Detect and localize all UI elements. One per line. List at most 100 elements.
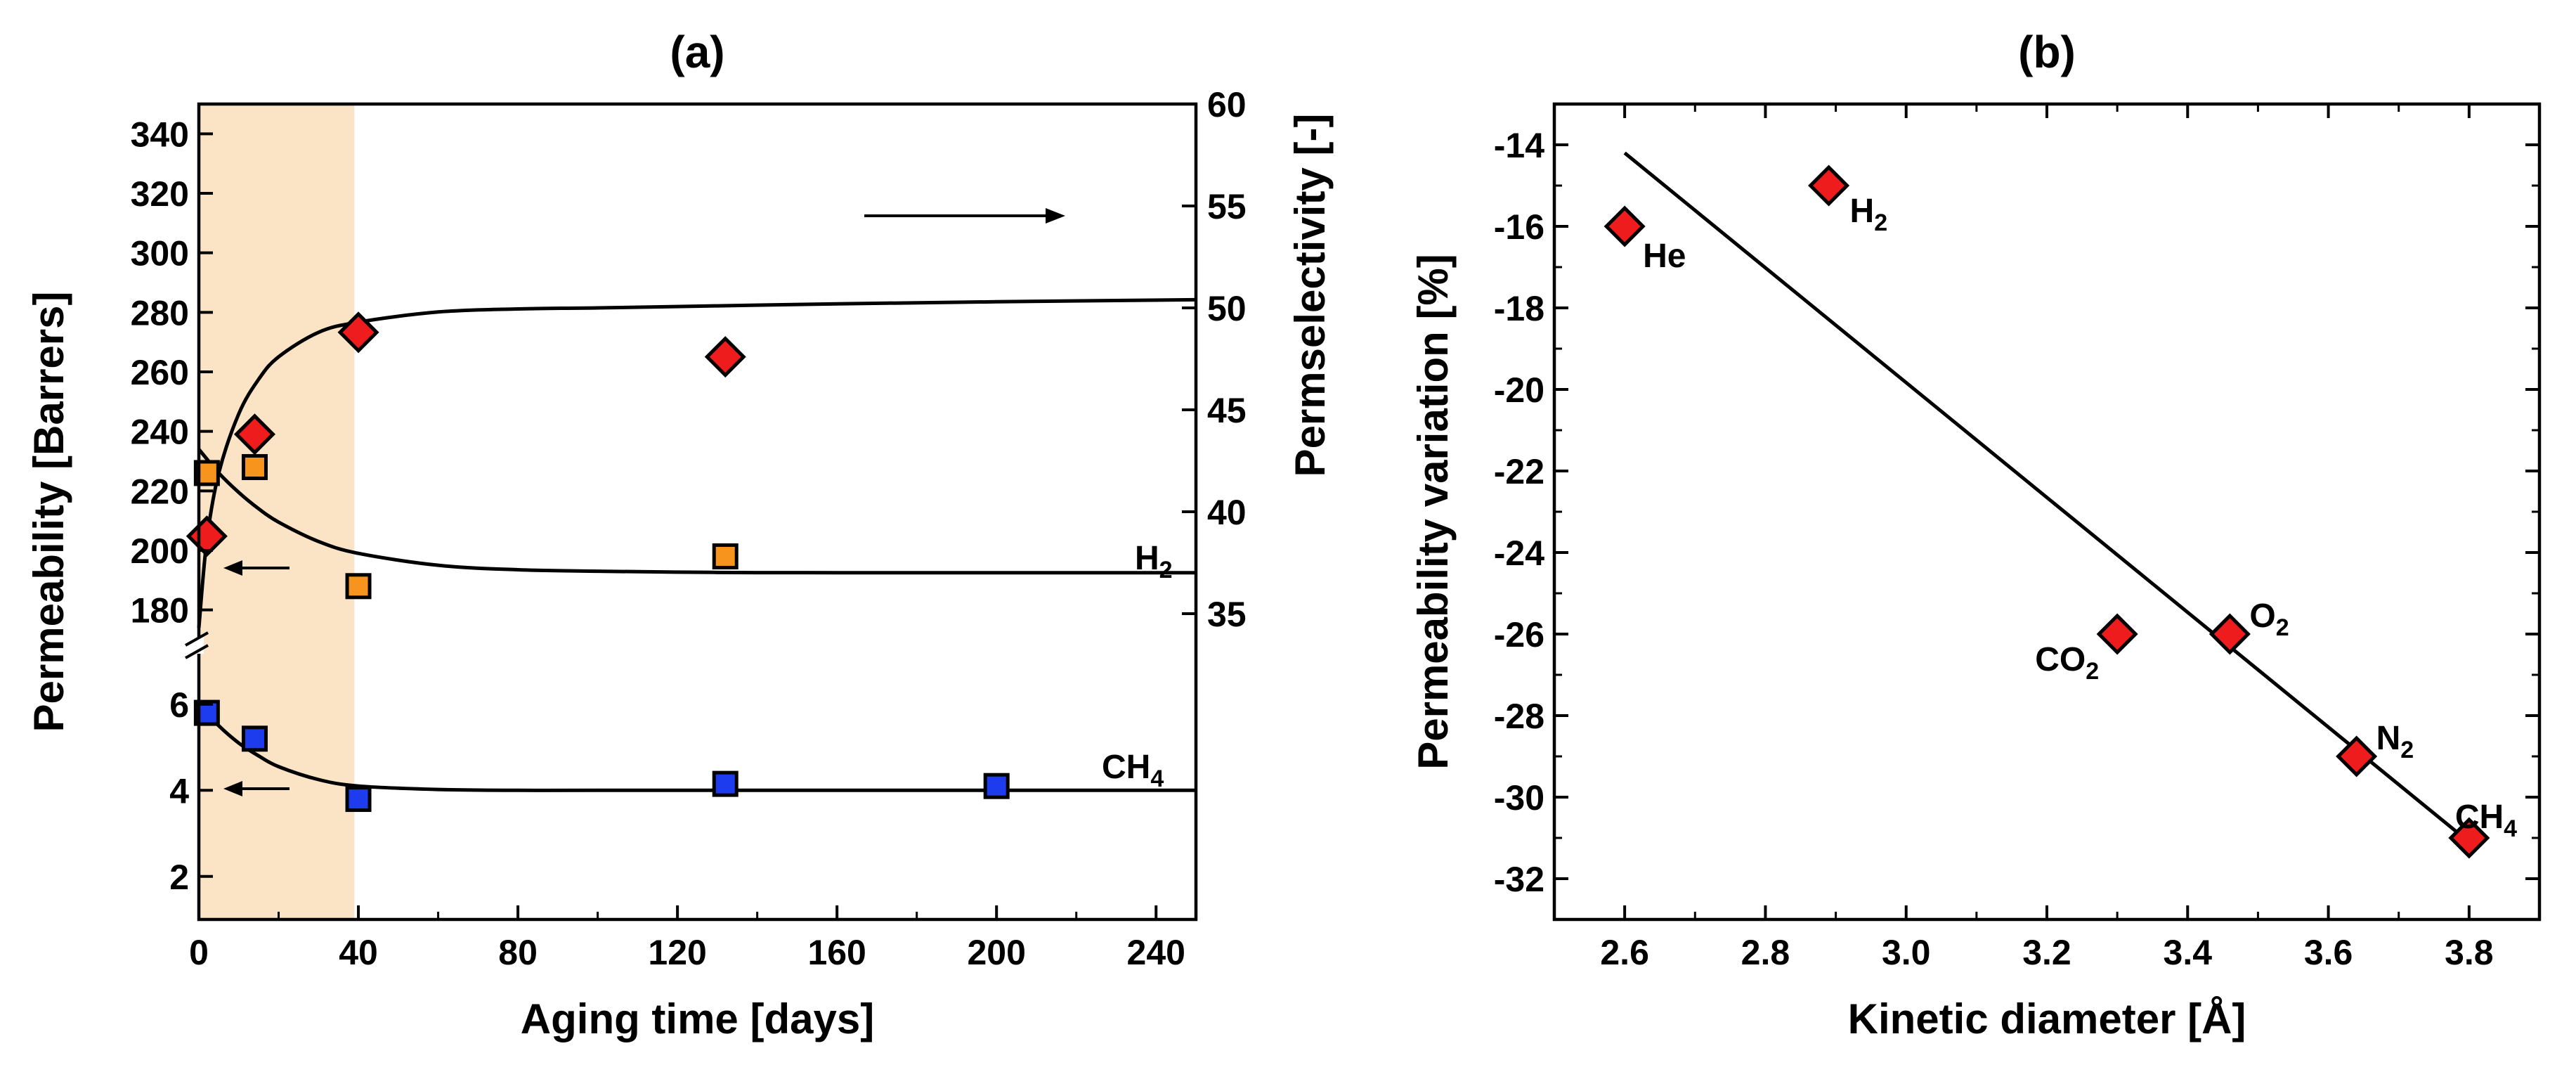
a-left-lower-tick-label: 4 bbox=[169, 771, 189, 811]
a-left-tick-label: 220 bbox=[131, 472, 189, 511]
a-right-tick-label: 40 bbox=[1207, 493, 1247, 532]
b-gas-label-text: CH bbox=[2455, 799, 2504, 836]
b-gas-label-text: H bbox=[1850, 193, 1875, 230]
a-fit-curves bbox=[197, 297, 1197, 792]
b-gas-label-subscript: 4 bbox=[2504, 815, 2517, 842]
a-axis-break-slash-1 bbox=[185, 631, 209, 647]
a-permselectivity-point bbox=[337, 311, 379, 354]
a-h2-left-axis-arrowhead bbox=[223, 560, 242, 576]
a-left-lower-tick-label: 6 bbox=[169, 685, 189, 725]
a-right-tick-label: 35 bbox=[1207, 595, 1247, 634]
a-ch4-point bbox=[983, 773, 1010, 799]
a-x-tick-label: 0 bbox=[189, 933, 209, 972]
b-gas-label-subscript: 2 bbox=[2400, 737, 2414, 763]
b-y-tick-label: -16 bbox=[1494, 207, 1544, 247]
a-x-tick-label: 200 bbox=[967, 933, 1025, 972]
b-x-tick-label: 3.2 bbox=[2022, 933, 2071, 972]
b-gas-label: He bbox=[1643, 238, 1686, 275]
a-fit-permselectivity bbox=[197, 297, 1197, 628]
b-gas-label: O2 bbox=[2249, 598, 2289, 641]
b-gas-label-subscript: 2 bbox=[2276, 614, 2289, 641]
a-panel-title: (a) bbox=[670, 27, 724, 77]
b-gas-label-text: He bbox=[1643, 238, 1686, 275]
a-x-tick-label: 240 bbox=[1127, 933, 1185, 972]
b-gas-label-text: CO bbox=[2035, 641, 2086, 678]
a-early-aging-shaded-region bbox=[199, 104, 355, 919]
a-left-tick-label: 260 bbox=[131, 353, 189, 392]
b-linear-fit bbox=[1623, 151, 2471, 844]
a-h2-label-subscript: 2 bbox=[1159, 557, 1173, 583]
b-point-h2 bbox=[1808, 164, 1850, 207]
b-x-tick-label: 2.6 bbox=[1600, 933, 1649, 972]
a-right-axis-arrowhead bbox=[1046, 208, 1065, 224]
a-x-tick-label: 120 bbox=[648, 933, 706, 972]
b-point-ch4 bbox=[2448, 817, 2490, 859]
a-x-tick-label: 40 bbox=[339, 933, 378, 972]
b-plot-frame bbox=[1552, 102, 2542, 922]
a-h2-point bbox=[345, 573, 372, 600]
a-right-tick-label: 45 bbox=[1207, 391, 1247, 430]
b-gas-label: H2 bbox=[1850, 193, 1888, 236]
a-ch4-series-label: CH4 bbox=[1102, 749, 1164, 792]
a-left-tick-label: 240 bbox=[131, 413, 189, 452]
a-fit-h2 bbox=[197, 448, 1196, 575]
a-axis-indicator-arrows bbox=[223, 208, 1065, 796]
a-h2-point bbox=[241, 453, 268, 480]
b-gas-label-text: N bbox=[2376, 720, 2401, 757]
b-point-n2 bbox=[2336, 735, 2378, 777]
b-y-tick-label: -26 bbox=[1494, 615, 1544, 654]
b-fit-line bbox=[1623, 151, 2471, 844]
a-ch4-label-subscript: 4 bbox=[1150, 766, 1164, 792]
b-y-tick-label: -14 bbox=[1494, 126, 1544, 165]
a-h2-point bbox=[712, 543, 739, 569]
b-gas-label-subscript: 2 bbox=[2086, 658, 2099, 685]
a-left-tick-label: 300 bbox=[131, 234, 189, 273]
a-left-tick-label: 340 bbox=[131, 115, 189, 154]
a-ch4-point bbox=[241, 725, 268, 752]
b-x-tick-label: 2.8 bbox=[1741, 933, 1790, 972]
b-y-tick-label: -30 bbox=[1494, 778, 1544, 818]
a-permselectivity-point bbox=[704, 336, 746, 378]
a-axes: 0 40 80 120 160 200 24018020022024026028030032… bbox=[131, 85, 1247, 972]
b-point-he bbox=[1604, 205, 1646, 247]
a-x-axis-title: Aging time [days] bbox=[521, 995, 874, 1042]
b-data-points bbox=[1604, 164, 2490, 859]
a-fit-ch4 bbox=[197, 703, 1196, 792]
panel-a: 0 40 80 120 160 200 24018020022024026028030032… bbox=[25, 27, 1334, 1042]
a-right-tick-label: 60 bbox=[1207, 85, 1247, 124]
a-ch4-left-axis-arrowhead bbox=[223, 781, 242, 796]
b-gas-label-subscript: 2 bbox=[1874, 209, 1887, 236]
a-right-y-axis-title: Permselectivity [-] bbox=[1287, 114, 1334, 477]
b-axes: 2.6 2.8 3.0 3.2 3.4 3.6 3.8 -14 -16 -18 -20 -22 -24 -… bbox=[1494, 103, 2541, 972]
a-h2-label-text: H bbox=[1135, 540, 1159, 577]
b-gas-label-text: O bbox=[2249, 598, 2275, 635]
a-axis-break-slash-2 bbox=[185, 644, 209, 659]
a-right-tick-label: 55 bbox=[1207, 187, 1247, 226]
b-point-o2 bbox=[2209, 613, 2251, 655]
b-y-tick-label: -32 bbox=[1494, 860, 1544, 899]
b-x-axis-title: Kinetic diameter [Å] bbox=[1848, 995, 2246, 1042]
b-y-tick-label: -22 bbox=[1494, 452, 1544, 491]
b-x-tick-label: 3.6 bbox=[2304, 933, 2353, 972]
b-x-tick-label: 3.8 bbox=[2445, 933, 2494, 972]
a-h2-series-label: H2 bbox=[1135, 540, 1173, 583]
a-left-lower-tick-label: 2 bbox=[169, 858, 189, 897]
a-right-tick-label: 50 bbox=[1207, 289, 1247, 328]
b-gas-label: N2 bbox=[2376, 720, 2414, 763]
b-y-tick-label: -28 bbox=[1494, 697, 1544, 736]
a-x-tick-label: 160 bbox=[807, 933, 866, 972]
panel-b: 2.6 2.8 3.0 3.2 3.4 3.6 3.8 -14 -16 -18 -20 -22 -24 -… bbox=[1410, 27, 2542, 1042]
b-gas-label: CO2 bbox=[2035, 641, 2099, 685]
a-left-tick-label: 320 bbox=[131, 174, 189, 214]
a-x-tick-label: 80 bbox=[498, 933, 538, 972]
a-left-y-axis-title: Permeability [Barrers] bbox=[25, 292, 72, 732]
a-ch4-label-text: CH bbox=[1102, 749, 1150, 786]
a-axis-break-mark bbox=[185, 631, 209, 659]
b-y-tick-label: -20 bbox=[1494, 370, 1544, 410]
b-x-tick-label: 3.0 bbox=[1882, 933, 1931, 972]
b-gas-label: CH4 bbox=[2455, 799, 2517, 842]
a-left-tick-label: 280 bbox=[131, 293, 189, 332]
a-left-tick-label: 200 bbox=[131, 531, 189, 571]
a-ch4-point bbox=[712, 770, 739, 797]
